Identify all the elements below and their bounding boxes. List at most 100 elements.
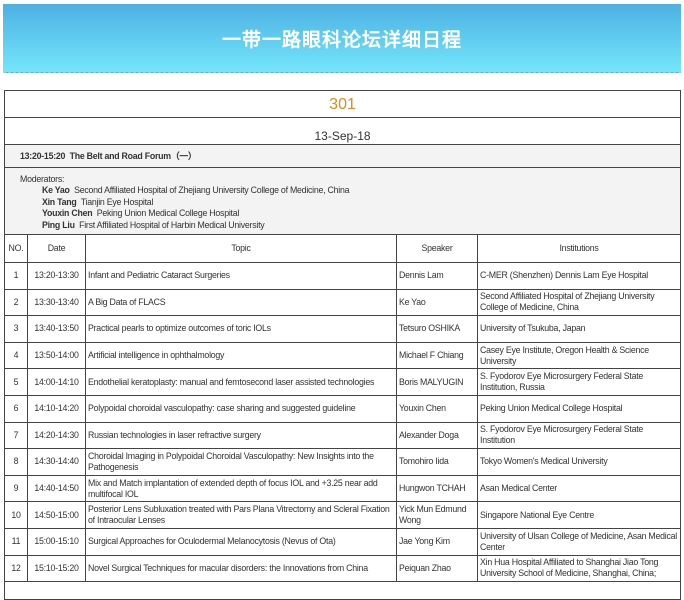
row-topic: Posterior Lens Subluxation treated with … (85, 501, 397, 529)
row-institution: Asan Medical Center (476, 474, 682, 503)
row-institution: University of Tsukuba, Japan (476, 315, 682, 343)
row-no: 6 (4, 394, 28, 423)
row-speaker: Peiquan Zhao (396, 554, 478, 583)
empty-row (3, 581, 682, 600)
row-no: 7 (4, 421, 28, 450)
table-row: 1 13:20-13:30 Infant and Pediatric Catar… (4, 262, 682, 290)
table-row: 2 13:30-13:40 A Big Data of FLACS Ke Yao… (4, 288, 682, 317)
row-topic: Choroidal Imaging in Polypoidal Choroida… (85, 448, 397, 476)
col-no: NO. (4, 234, 28, 263)
row-institution: Xin Hua Hospital Affiliated to Shanghai … (476, 554, 682, 583)
banner-title: 一带一路眼科论坛详细日程 (221, 28, 462, 51)
row-no: 12 (4, 554, 28, 583)
moderator: Ke Yao Second Affiliated Hospital of Zhe… (20, 185, 680, 197)
table-header: NO. Date Topic Speaker Institutions (4, 234, 682, 263)
session-header: 13:20-15:20 The Belt and Road Forum（一） (3, 144, 682, 168)
row-topic: Infant and Pediatric Cataract Surgeries (85, 262, 397, 290)
moderator-institution: Peking Union Medical College Hospital (96, 208, 240, 218)
table-row: 8 14:30-14:40 Choroidal Imaging in Polyp… (4, 448, 682, 476)
row-institution: Singapore National Eye Centre (476, 501, 682, 529)
row-speaker: Hungwon TCHAH (396, 474, 478, 503)
row-time: 15:00-15:10 (27, 527, 86, 556)
row-topic: Novel Surgical Techniques for macular di… (85, 554, 397, 583)
row-speaker: Yick Mun Edmund Wong (396, 501, 478, 529)
row-speaker: Ke Yao (396, 288, 478, 317)
session-title: The Belt and Road Forum（一） (69, 150, 197, 161)
table-row: 6 14:10-14:20 Polypoidal choroidal vascu… (4, 394, 682, 423)
row-no: 9 (4, 474, 28, 503)
row-institution: University of Ulsan College of Medicine,… (476, 527, 682, 556)
moderators: Moderators: Ke Yao Second Affiliated Hos… (3, 167, 682, 235)
table-row: 3 13:40-13:50 Practical pearls to optimi… (4, 315, 682, 343)
row-time: 14:00-14:10 (27, 368, 86, 396)
row-topic: A Big Data of FLACS (85, 288, 397, 317)
schedule-date: 13-Sep-18 (3, 117, 682, 145)
row-no: 2 (4, 288, 28, 317)
row-no: 5 (4, 368, 28, 396)
row-institution: S. Fyodorov Eye Microsurgery Federal Sta… (476, 368, 682, 396)
row-speaker: Tetsuro OSHIKA (396, 315, 478, 343)
row-topic: Practical pearls to optimize outcomes of… (85, 315, 397, 343)
row-no: 4 (4, 341, 28, 370)
row-institution: Second Affiliated Hospital of Zhejiang U… (476, 288, 682, 317)
row-speaker: Michael F Chiang (396, 341, 478, 370)
page-banner: 一带一路眼科论坛详细日程 (3, 4, 681, 73)
moderator: Youxin Chen Peking Union Medical College… (20, 208, 680, 220)
table-row: 11 15:00-15:10 Surgical Approaches for O… (4, 527, 682, 556)
row-topic: Russian technologies in laser refractive… (85, 421, 397, 450)
moderators-label: Moderators: (20, 174, 65, 184)
row-time: 13:30-13:40 (27, 288, 86, 317)
row-speaker: Alexander Doga (396, 421, 478, 450)
row-time: 14:20-14:30 (27, 421, 86, 450)
row-no: 11 (4, 527, 28, 556)
moderator: Ping Liu First Affiliated Hospital of Ha… (20, 220, 680, 232)
row-topic: Surgical Approaches for Oculodermal Mela… (85, 527, 397, 556)
moderator-name: Ke Yao (42, 185, 70, 195)
row-no: 3 (4, 315, 28, 343)
moderator-name: Xin Tang (42, 196, 77, 207)
row-topic: Endothelial keratoplasty: manual and fem… (85, 368, 397, 396)
moderator: Xin Tang Tianjin Eye Hospital (20, 197, 680, 209)
table-row: 12 15:10-15:20 Novel Surgical Techniques… (4, 554, 682, 583)
row-no: 1 (4, 262, 28, 290)
row-time: 15:10-15:20 (27, 554, 86, 583)
row-time: 13:20-13:30 (27, 262, 86, 290)
moderator-institution: Second Affiliated Hospital of Zhejiang U… (74, 185, 350, 195)
table-row: 4 13:50-14:00 Artificial intelligence in… (4, 341, 682, 370)
session-time: 13:20-15:20 (20, 150, 66, 161)
moderator-name: Youxin Chen (42, 208, 93, 218)
row-time: 14:30-14:40 (27, 448, 86, 476)
moderator-name: Ping Liu (42, 219, 75, 230)
row-institution: Casey Eye Institute, Oregon Health & Sci… (476, 341, 682, 370)
row-institution: S. Fyodorov Eye Microsurgery Federal Sta… (476, 421, 682, 450)
table-row: 5 14:00-14:10 Endothelial keratoplasty: … (4, 368, 682, 396)
col-date: Date (27, 234, 86, 263)
col-topic: Topic (85, 234, 397, 263)
row-speaker: Boris MALYUGIN (396, 368, 478, 396)
row-topic: Artificial intelligence in ophthalmology (85, 341, 397, 370)
row-topic: Mix and Match implantation of extended d… (85, 474, 397, 503)
table-row: 7 14:20-14:30 Russian technologies in la… (4, 421, 682, 450)
row-institution: Peking Union Medical College Hospital (476, 394, 682, 423)
schedule-table: 301 13-Sep-18 13:20-15:20 The Belt and R… (3, 90, 682, 600)
row-speaker: Jae Yong Kim (396, 527, 478, 556)
row-speaker: Dennis Lam (396, 262, 478, 290)
moderator-institution: First Affiliated Hospital of Harbin Medi… (79, 219, 265, 230)
row-no: 8 (4, 448, 28, 476)
row-time: 14:10-14:20 (27, 394, 86, 423)
col-speaker: Speaker (396, 234, 478, 263)
row-time: 14:40-14:50 (27, 474, 86, 503)
row-institution: C-MER (Shenzhen) Dennis Lam Eye Hospital (476, 262, 682, 290)
row-speaker: Tomohiro Iida (396, 448, 478, 476)
table-row: 10 14:50-15:00 Posterior Lens Subluxatio… (4, 501, 682, 529)
row-topic: Polypoidal choroidal vasculopathy: case … (85, 394, 397, 423)
room-number: 301 (3, 90, 682, 118)
row-time: 14:50-15:00 (27, 501, 86, 529)
row-institution: Tokyo Women's Medical University (476, 448, 682, 476)
row-time: 13:50-14:00 (27, 341, 86, 370)
moderator-institution: Tianjin Eye Hospital (80, 196, 154, 207)
row-no: 10 (4, 501, 28, 529)
row-speaker: Youxin Chen (396, 394, 478, 423)
row-time: 13:40-13:50 (27, 315, 86, 343)
table-row: 9 14:40-14:50 Mix and Match implantation… (4, 474, 682, 503)
